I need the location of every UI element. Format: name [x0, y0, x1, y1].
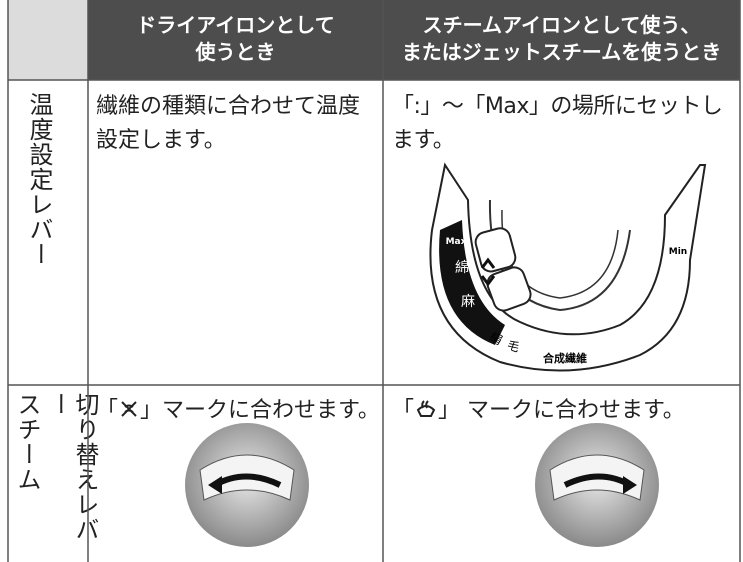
header-line: ドライアイロンとして: [136, 13, 335, 37]
dial-label: 綿: [455, 260, 469, 276]
dial-label: 毛: [505, 338, 521, 355]
dial-illustration: Max 綿 麻 絹 毛 合成繊維 Min: [429, 162, 707, 372]
knob-left: [185, 423, 309, 547]
header-line: スチームアイロンとして使う、: [422, 13, 701, 37]
header-line: またはジェットスチームを使うとき: [401, 40, 722, 64]
row-label: 温度設定レバー: [25, 92, 53, 267]
cell-text: 「」 マークに合わせます。: [392, 394, 685, 428]
dial-label: Max: [446, 237, 467, 247]
text: 」マークに合わせます。: [140, 398, 380, 423]
cell-text: 「」マークに合わせます。: [96, 394, 380, 428]
cell-text: 「:」～「Max」の場所にセットします。: [392, 94, 723, 153]
cell-text: 繊維の種類に合わせて温度設定します。: [96, 94, 361, 153]
header-cell: ドライアイロンとして 使うとき: [88, 0, 383, 80]
row-label: スチーム: [13, 392, 41, 492]
row-label: 切り替えレバー: [45, 392, 99, 542]
knob-right: [535, 423, 659, 547]
table-lines: [7, 0, 741, 562]
corner-cell: [8, 0, 88, 80]
dial-label: 麻: [461, 294, 475, 310]
text: 」 マークに合わせます。: [438, 398, 685, 423]
header-cell: スチームアイロンとして使う、 またはジェットスチームを使うとき: [383, 0, 740, 80]
dial-label: Min: [669, 247, 687, 257]
text: 「: [392, 398, 415, 423]
dial-label: 合成繊維: [543, 351, 587, 365]
text: 「: [96, 398, 119, 423]
steam-off-icon: [121, 401, 137, 417]
steam-on-icon: [416, 400, 436, 417]
header-line: 使うとき: [195, 40, 276, 64]
